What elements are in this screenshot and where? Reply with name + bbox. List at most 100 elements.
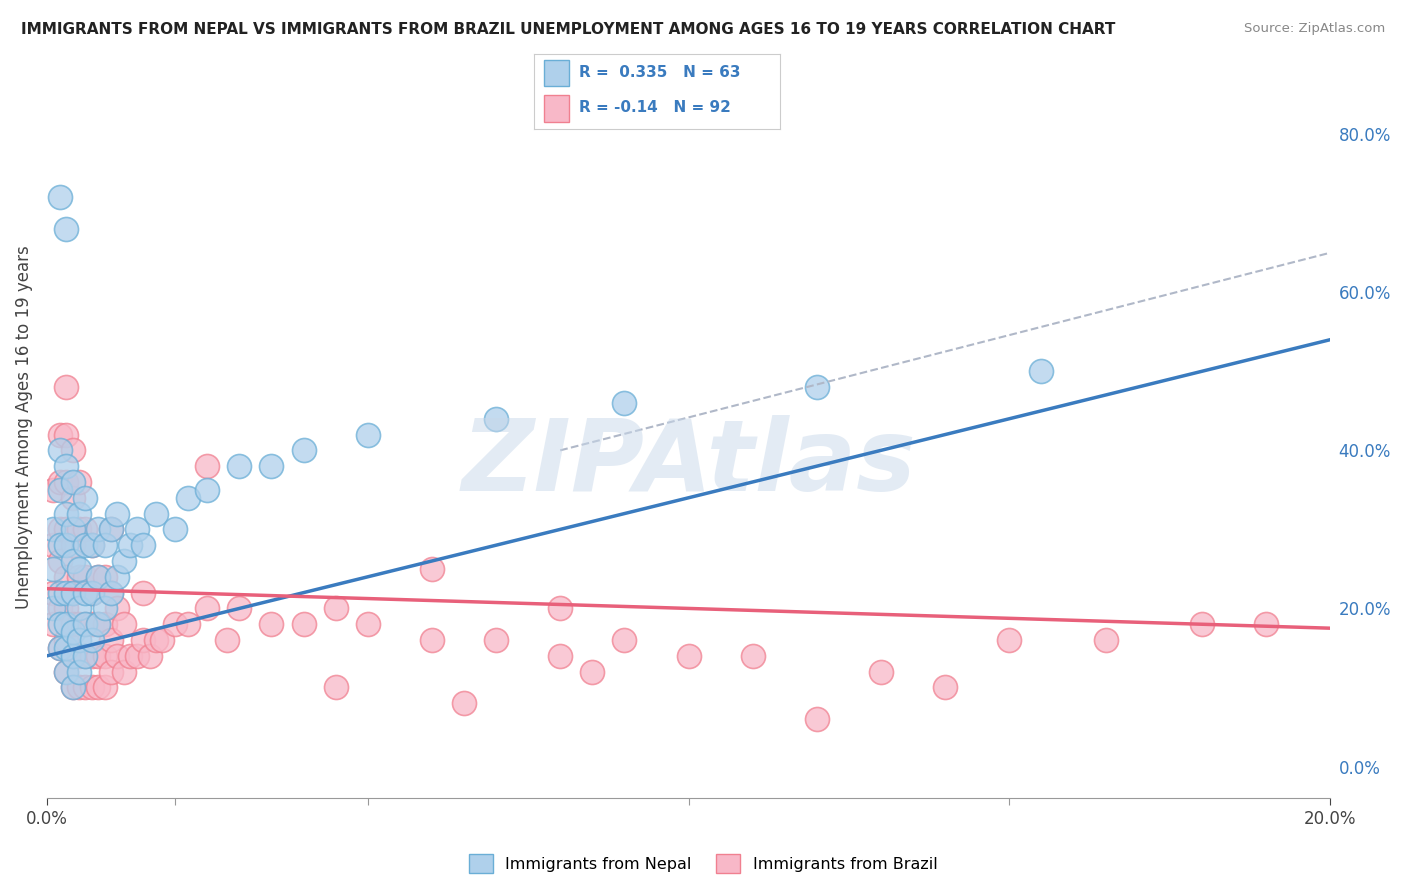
Point bbox=[55, 633, 77, 648]
Point bbox=[55, 617, 77, 632]
Point bbox=[48, 483, 70, 497]
Point bbox=[75, 617, 97, 632]
Point bbox=[145, 633, 167, 648]
Point bbox=[62, 522, 84, 536]
Point bbox=[62, 554, 84, 568]
Text: Source: ZipAtlas.com: Source: ZipAtlas.com bbox=[1244, 22, 1385, 36]
Point bbox=[67, 601, 90, 615]
Point bbox=[48, 475, 70, 489]
Point bbox=[42, 483, 65, 497]
Point bbox=[125, 648, 148, 663]
Point bbox=[80, 585, 103, 599]
Point bbox=[42, 601, 65, 615]
Point bbox=[93, 601, 115, 615]
Legend: Immigrants from Nepal, Immigrants from Brazil: Immigrants from Nepal, Immigrants from B… bbox=[463, 847, 943, 880]
Point bbox=[453, 696, 475, 710]
Point bbox=[80, 633, 103, 648]
Point bbox=[93, 617, 115, 632]
Point bbox=[93, 648, 115, 663]
Point bbox=[75, 570, 97, 584]
Point bbox=[67, 562, 90, 576]
Point bbox=[195, 459, 218, 474]
Point bbox=[48, 554, 70, 568]
Point bbox=[228, 601, 250, 615]
Point bbox=[80, 585, 103, 599]
Point bbox=[67, 617, 90, 632]
Text: ZIPAtlas: ZIPAtlas bbox=[461, 416, 915, 512]
Point bbox=[132, 538, 155, 552]
Point bbox=[93, 538, 115, 552]
Point bbox=[75, 538, 97, 552]
Point bbox=[1254, 617, 1277, 632]
Text: R =  0.335   N = 63: R = 0.335 N = 63 bbox=[579, 65, 740, 80]
Point bbox=[613, 396, 636, 410]
Point bbox=[87, 570, 110, 584]
Point bbox=[93, 681, 115, 695]
Point bbox=[420, 633, 443, 648]
Point bbox=[42, 522, 65, 536]
Point bbox=[93, 570, 115, 584]
Point bbox=[87, 570, 110, 584]
Point bbox=[55, 665, 77, 679]
Point bbox=[62, 475, 84, 489]
Point bbox=[80, 681, 103, 695]
Point bbox=[107, 601, 129, 615]
Point bbox=[120, 538, 142, 552]
FancyBboxPatch shape bbox=[544, 60, 568, 87]
Point bbox=[195, 601, 218, 615]
Point bbox=[420, 562, 443, 576]
Point bbox=[55, 570, 77, 584]
Point bbox=[357, 617, 380, 632]
Point bbox=[62, 625, 84, 640]
Point bbox=[292, 443, 315, 458]
Point bbox=[42, 562, 65, 576]
Point bbox=[215, 633, 238, 648]
Point bbox=[62, 681, 84, 695]
Point bbox=[55, 459, 77, 474]
Point bbox=[150, 633, 173, 648]
Point bbox=[1191, 617, 1213, 632]
Point bbox=[75, 522, 97, 536]
Point bbox=[112, 665, 135, 679]
Point bbox=[581, 665, 603, 679]
Point bbox=[548, 601, 571, 615]
Point bbox=[87, 648, 110, 663]
Point bbox=[67, 570, 90, 584]
Point bbox=[1094, 633, 1116, 648]
Text: R = -0.14   N = 92: R = -0.14 N = 92 bbox=[579, 100, 731, 115]
Point bbox=[62, 491, 84, 505]
Point bbox=[55, 522, 77, 536]
Point bbox=[48, 538, 70, 552]
Point bbox=[934, 681, 956, 695]
Point bbox=[260, 617, 283, 632]
Point bbox=[100, 522, 122, 536]
Text: IMMIGRANTS FROM NEPAL VS IMMIGRANTS FROM BRAZIL UNEMPLOYMENT AMONG AGES 16 TO 19: IMMIGRANTS FROM NEPAL VS IMMIGRANTS FROM… bbox=[21, 22, 1115, 37]
Point bbox=[75, 617, 97, 632]
Point bbox=[75, 585, 97, 599]
Point bbox=[62, 617, 84, 632]
Point bbox=[67, 681, 90, 695]
Point bbox=[48, 640, 70, 655]
Point bbox=[165, 522, 187, 536]
Point bbox=[112, 617, 135, 632]
Point bbox=[100, 585, 122, 599]
Point bbox=[80, 617, 103, 632]
Point bbox=[138, 648, 160, 663]
Point bbox=[132, 633, 155, 648]
Point bbox=[80, 538, 103, 552]
Point bbox=[67, 633, 90, 648]
Point bbox=[55, 601, 77, 615]
Point bbox=[132, 585, 155, 599]
Point bbox=[292, 617, 315, 632]
Point bbox=[228, 459, 250, 474]
Point bbox=[42, 585, 65, 599]
Point bbox=[67, 522, 90, 536]
Point bbox=[55, 665, 77, 679]
Point bbox=[870, 665, 893, 679]
Point bbox=[125, 522, 148, 536]
Point bbox=[100, 633, 122, 648]
Point bbox=[325, 601, 347, 615]
Point bbox=[75, 648, 97, 663]
Point bbox=[67, 665, 90, 679]
Point bbox=[100, 585, 122, 599]
